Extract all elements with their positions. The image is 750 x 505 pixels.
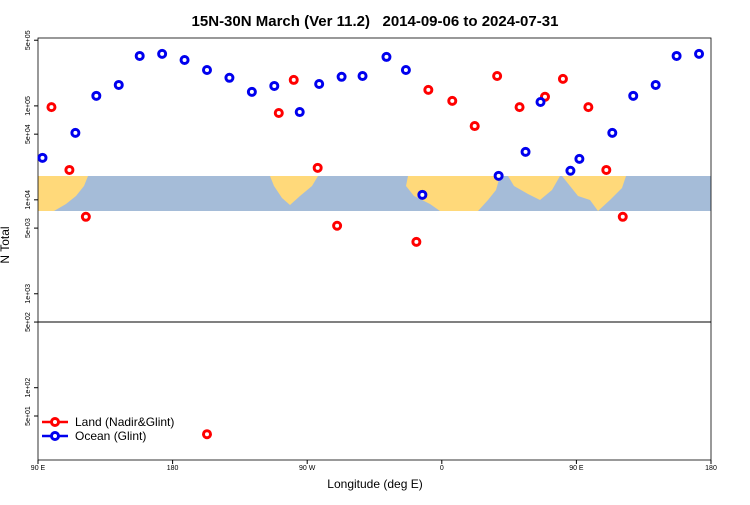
point — [583, 102, 594, 113]
point — [157, 48, 168, 59]
point — [535, 96, 546, 107]
point — [492, 71, 503, 82]
y-tick-label: 1e+02 — [25, 378, 32, 398]
point — [400, 64, 411, 75]
point — [469, 121, 480, 132]
point — [411, 236, 422, 247]
y-tick-label: 5e+01 — [25, 406, 32, 426]
x-tick-label: 180 — [167, 465, 179, 472]
point — [269, 80, 280, 91]
point — [224, 72, 235, 83]
point — [628, 90, 639, 101]
point — [179, 54, 190, 65]
y-tick-label: 5e+05 — [25, 30, 32, 50]
point — [565, 165, 576, 176]
y-tick-label: 5e+03 — [25, 218, 32, 238]
plot-frame — [37, 37, 712, 461]
point — [574, 153, 585, 164]
point — [70, 127, 81, 138]
point — [671, 50, 682, 61]
x-tick-label: 90 E — [31, 465, 46, 472]
point — [514, 102, 525, 113]
point — [91, 90, 102, 101]
point — [557, 73, 568, 84]
legend-marker — [50, 417, 60, 427]
legend: Land (Nadir&Glint) Ocean (Glint) — [42, 415, 174, 443]
point — [80, 211, 91, 222]
point — [314, 78, 325, 89]
point — [201, 429, 212, 440]
x-tick-label: 90 E — [569, 465, 584, 472]
legend-label: Ocean (Glint) — [75, 429, 146, 443]
point — [607, 127, 618, 138]
y-tick-label: 5e+04 — [25, 124, 32, 144]
point — [417, 189, 428, 200]
point — [46, 102, 57, 113]
point — [294, 107, 305, 118]
map-band — [38, 176, 711, 211]
point — [336, 71, 347, 82]
y-tick-label: 5e+02 — [25, 312, 32, 332]
point — [357, 71, 368, 82]
point — [694, 48, 705, 59]
point — [113, 79, 124, 90]
point — [312, 162, 323, 173]
y-tick-label: 1e+05 — [25, 96, 32, 116]
y-axis-label: N Total — [0, 226, 12, 263]
x-tick-label: 180 — [705, 465, 717, 472]
point — [617, 211, 628, 222]
point — [134, 50, 145, 61]
point — [423, 84, 434, 95]
point — [246, 86, 257, 97]
point — [37, 152, 48, 163]
point — [273, 107, 284, 118]
point — [381, 51, 392, 62]
point — [601, 164, 612, 175]
point — [493, 170, 504, 181]
point — [332, 220, 343, 231]
x-tick-label: 90 W — [299, 465, 316, 472]
x-tick-label: 0 — [440, 465, 444, 472]
legend-marker — [50, 431, 60, 441]
point — [288, 74, 299, 85]
point — [201, 64, 212, 75]
point — [447, 95, 458, 106]
point — [520, 146, 531, 157]
chart-title: 15N-30N March (Ver 11.2) 2014-09-06 to 2… — [192, 13, 559, 30]
point — [650, 79, 661, 90]
legend-label: Land (Nadir&Glint) — [75, 415, 174, 429]
point — [64, 164, 75, 175]
y-tick-label: 1e+03 — [25, 284, 32, 304]
y-tick-label: 1e+04 — [25, 190, 32, 210]
x-axis-label: Longitude (deg E) — [327, 477, 422, 491]
